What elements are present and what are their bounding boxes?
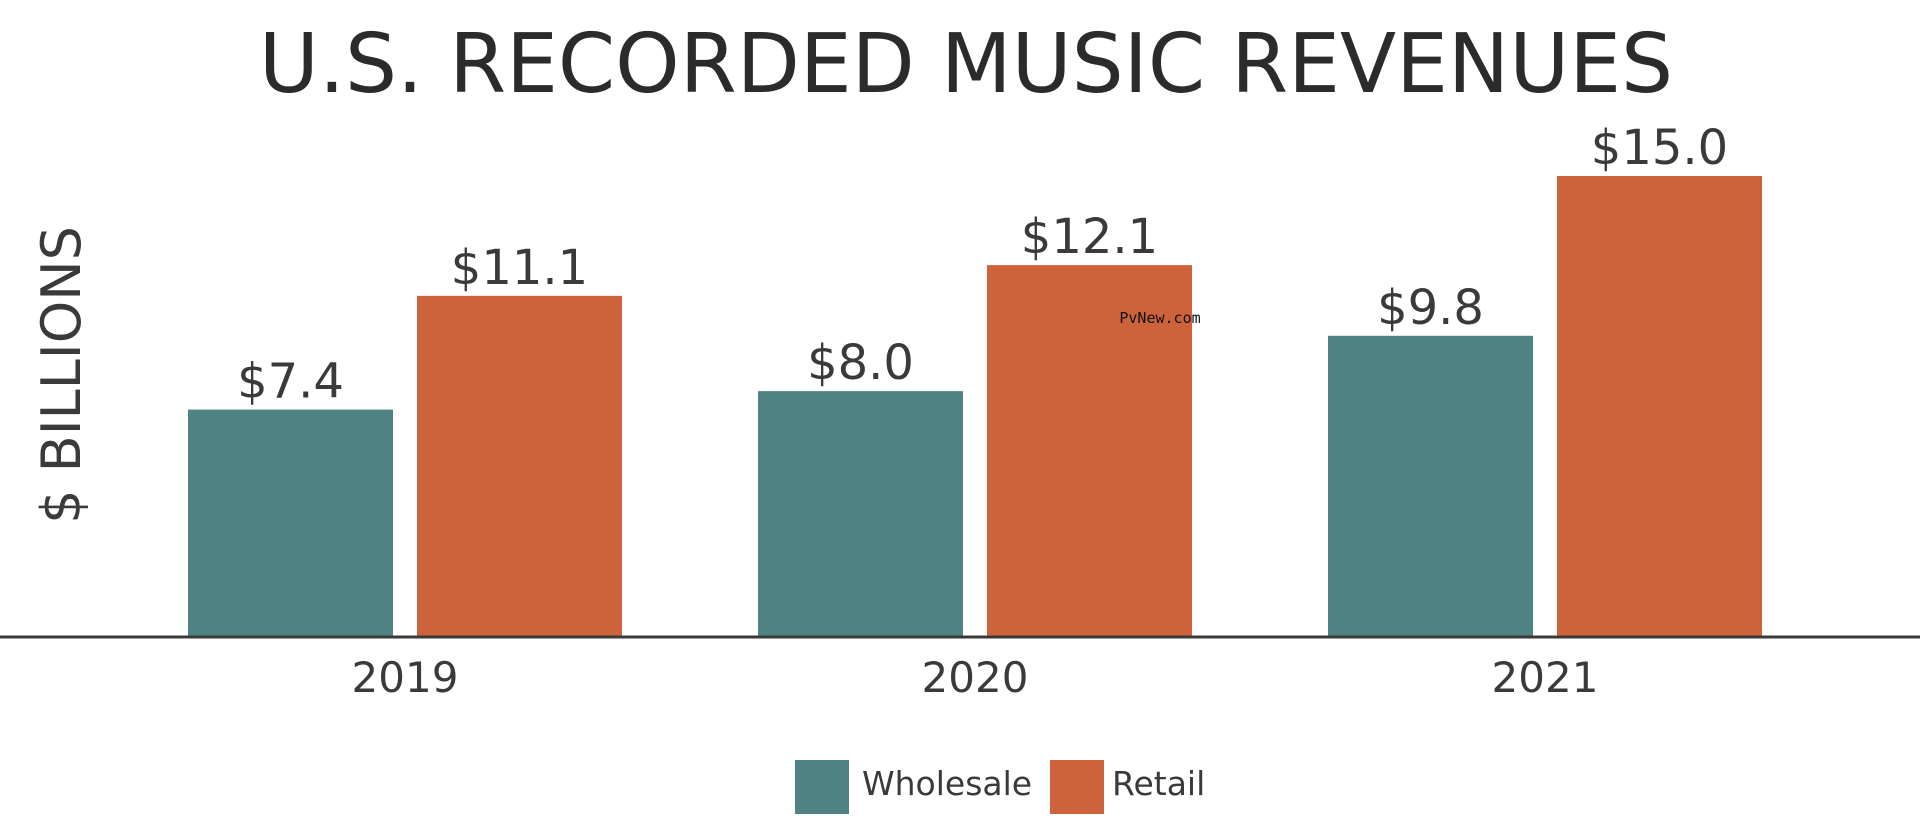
data-label-wholesale-2019: $7.4 <box>237 354 344 410</box>
bar-retail-2021 <box>1557 176 1762 637</box>
watermark-text: PvNew.com <box>1119 309 1200 327</box>
data-label-retail-2019: $11.1 <box>451 240 588 296</box>
bar-retail-2019 <box>417 295 622 637</box>
data-label-wholesale-2020: $8.0 <box>807 335 914 391</box>
y-axis-label: $ BILLIONS <box>30 226 93 524</box>
x-tick-label-2021: 2021 <box>1492 653 1599 702</box>
bar-wholesale-2021 <box>1328 335 1533 637</box>
bar-wholesale-2019 <box>188 409 393 637</box>
legend-swatch-wholesale <box>795 760 849 814</box>
x-tick-labels: 2019 2020 2021 <box>352 653 1599 702</box>
data-label-retail-2021: $15.0 <box>1591 120 1728 176</box>
bars-group: $7.4 $11.1 $8.0 $12.1 $9.8 $15.0 <box>188 120 1762 637</box>
legend: Wholesale Retail <box>795 760 1205 814</box>
legend-label-wholesale: Wholesale <box>862 764 1032 803</box>
chart-title: U.S. RECORDED MUSIC REVENUES <box>259 17 1673 112</box>
x-tick-label-2020: 2020 <box>922 653 1029 702</box>
bar-wholesale-2020 <box>758 391 963 637</box>
data-label-retail-2020: $12.1 <box>1021 209 1158 265</box>
legend-swatch-retail <box>1050 760 1104 814</box>
data-label-wholesale-2021: $9.8 <box>1377 280 1484 336</box>
x-tick-label-2019: 2019 <box>352 653 459 702</box>
legend-label-retail: Retail <box>1112 764 1205 803</box>
bar-retail-2020 <box>987 265 1192 637</box>
